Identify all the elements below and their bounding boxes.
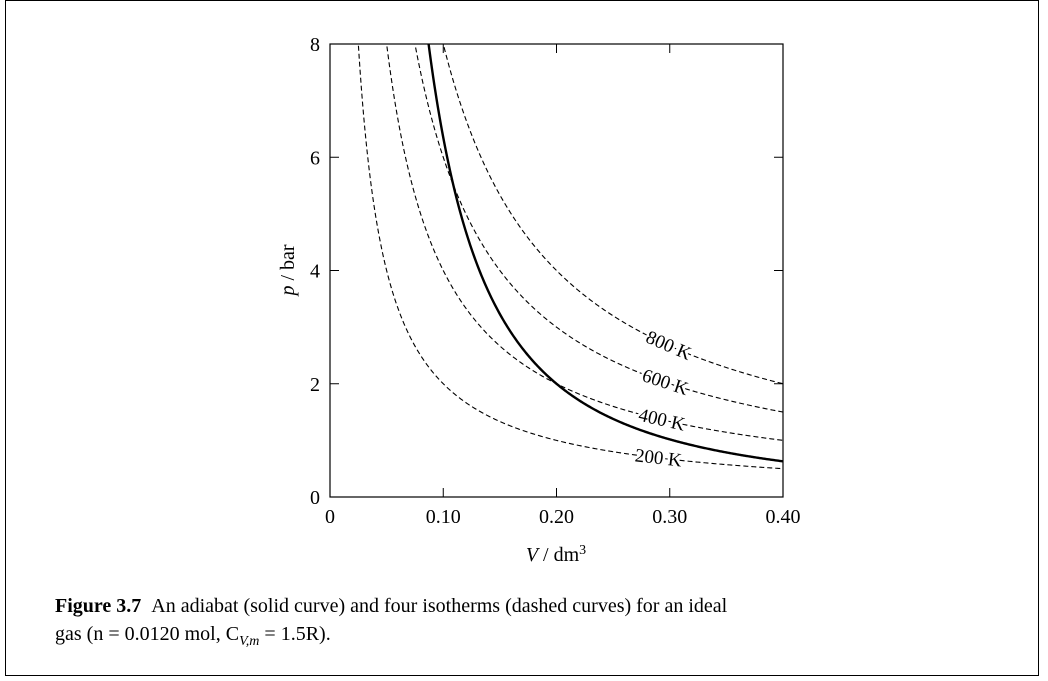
y-axis-label: p / bar: [277, 244, 299, 297]
y-tick-label: 2: [310, 374, 320, 396]
y-tick-label: 8: [310, 34, 320, 56]
isotherm-curve-200: [357, 44, 783, 470]
isotherm-curve-800: [442, 44, 783, 385]
x-tick-label: 0: [325, 506, 335, 528]
caption-text-2: gas (n = 0.0120 mol, C: [55, 623, 240, 645]
isotherm-label-200: 200 K: [634, 445, 683, 471]
isotherm-curve-400: [386, 44, 783, 441]
plot-frame: [329, 43, 784, 498]
adiabat-curve: [427, 44, 783, 463]
figure-number: Figure 3.7: [55, 595, 142, 617]
x-tick-label: 0.30: [652, 506, 687, 528]
isotherm-label-800: 800 K: [643, 327, 695, 365]
x-tick-label: 0.10: [426, 506, 461, 528]
caption-text-2-end: = 1.5R).: [259, 623, 331, 645]
figure-frame: [5, 0, 1039, 676]
y-tick-label: 6: [310, 147, 320, 169]
figure-caption: Figure 3.7 An adiabat (solid curve) and f…: [55, 592, 955, 656]
y-tick-label: 0: [310, 487, 320, 509]
x-tick-label: 0.40: [766, 506, 801, 528]
x-tick-label: 0.20: [539, 506, 574, 528]
caption-subscript: V,m: [239, 634, 260, 649]
x-axis-label: V / dm3: [526, 543, 586, 567]
curves-group: [357, 44, 783, 470]
caption-text-1: An adiabat (solid curve) and four isothe…: [151, 595, 728, 617]
caption-line-1: Figure 3.7 An adiabat (solid curve) and f…: [55, 592, 955, 620]
ticks-group: 0 0.10 0.20 0.30 0.40 0 2 4 6 8: [310, 34, 801, 528]
caption-line-2: gas (n = 0.0120 mol, CV,m = 1.5R).: [55, 620, 955, 656]
isotherm-curve-600: [414, 44, 783, 413]
isotherm-label-600: 600 K: [639, 365, 690, 400]
y-tick-label: 4: [310, 261, 320, 283]
